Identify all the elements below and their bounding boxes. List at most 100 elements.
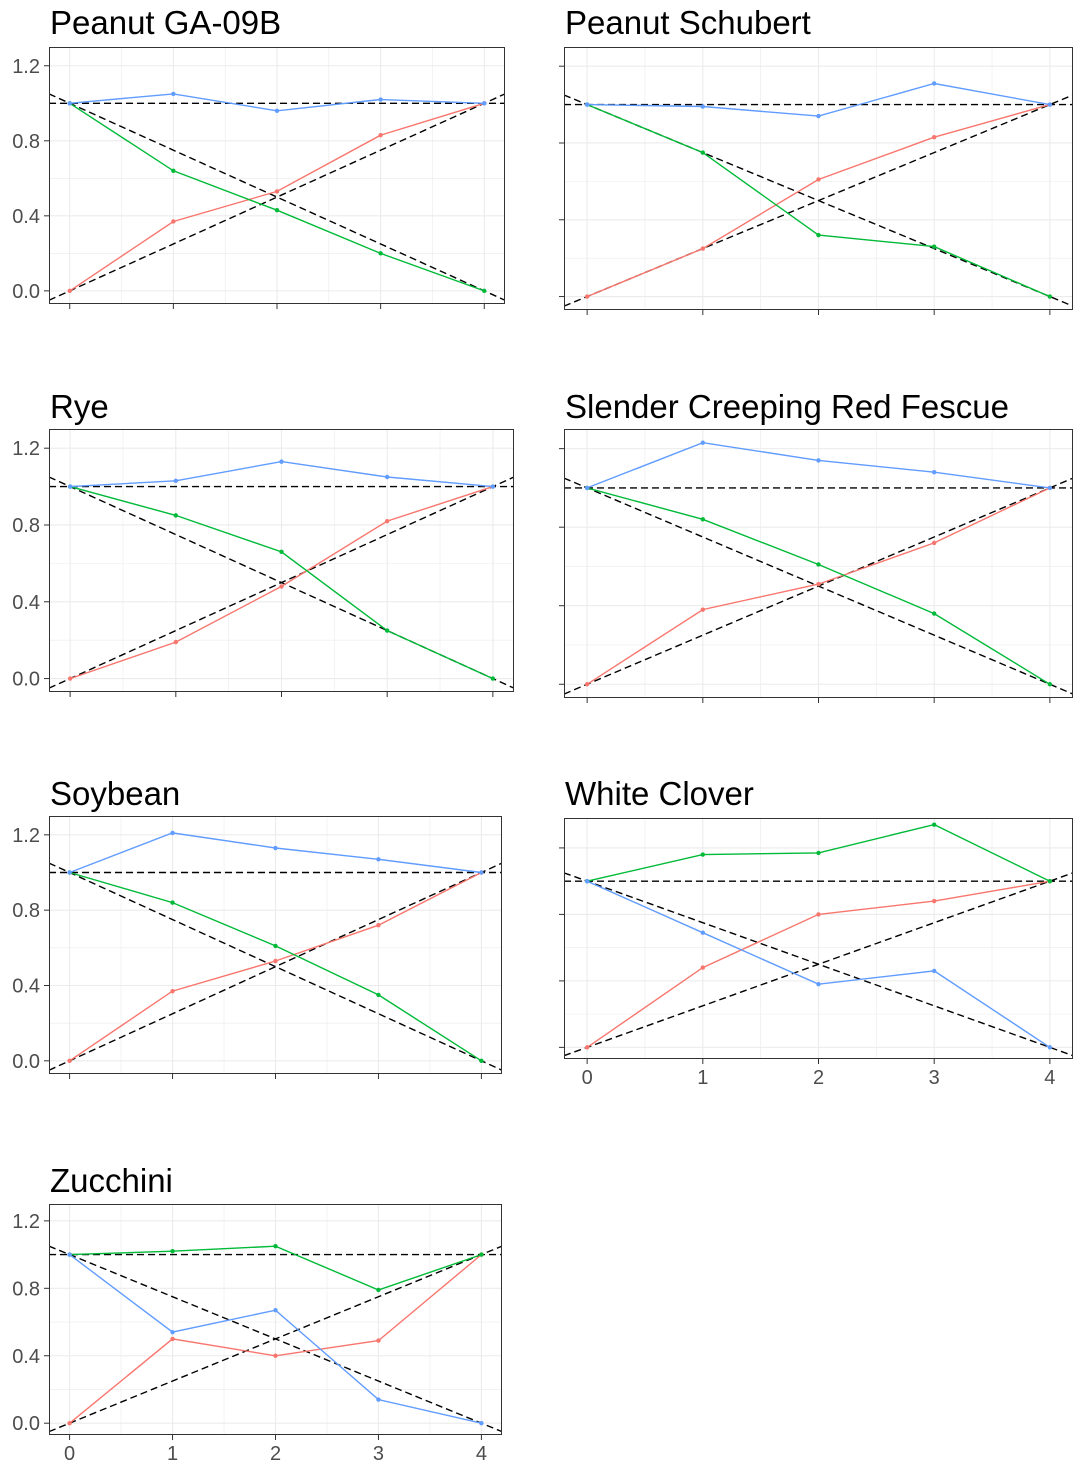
reference-decreasing xyxy=(49,476,514,689)
data-point xyxy=(378,251,383,256)
data-point xyxy=(274,208,280,213)
data-point xyxy=(274,189,280,194)
data-point xyxy=(816,113,821,119)
data-point xyxy=(170,1329,175,1335)
data-point xyxy=(700,150,706,155)
grid xyxy=(564,818,1073,1059)
data-point xyxy=(67,1058,72,1064)
x-tick-label: 4 xyxy=(476,1443,487,1462)
panel-title: Peanut GA-09B xyxy=(50,4,282,41)
data-point xyxy=(170,988,175,994)
data-point xyxy=(816,562,821,567)
grid xyxy=(49,429,514,692)
series-red xyxy=(584,485,1053,687)
x-tick-label: 1 xyxy=(167,1443,178,1462)
reference-lines xyxy=(49,93,505,301)
data-point xyxy=(384,474,390,480)
data-point xyxy=(479,870,484,875)
panel-title: Soybean xyxy=(50,775,181,812)
data-point xyxy=(173,639,179,645)
x-tick-label: 2 xyxy=(270,1443,281,1462)
y-tick-label: 1.2 xyxy=(12,438,40,460)
data-point xyxy=(376,1287,381,1293)
data-point xyxy=(700,440,706,445)
data-point xyxy=(173,478,179,484)
data-point xyxy=(171,168,176,174)
data-point xyxy=(67,1420,72,1426)
data-point xyxy=(700,930,706,935)
data-point xyxy=(67,870,72,875)
x-tick-label: 0 xyxy=(582,1067,593,1089)
data-point xyxy=(273,1308,278,1313)
plot-area: 0 1 2 3 4 xyxy=(559,818,1073,1089)
reference-decreasing xyxy=(49,862,502,1071)
data-point xyxy=(584,294,590,299)
panel-title: Peanut Schubert xyxy=(565,4,811,41)
data-point xyxy=(378,97,383,102)
data-point xyxy=(931,968,937,974)
grid xyxy=(49,1204,502,1435)
y-tick-label: 0.4 xyxy=(12,1346,40,1368)
data-point xyxy=(931,611,937,616)
plot-frame xyxy=(49,47,505,304)
y-tick-label: 1.2 xyxy=(12,1211,40,1233)
data-point xyxy=(273,1243,278,1249)
series-blue xyxy=(584,440,1053,491)
plot-area: 0.0 0.4 0.8 1.2 xyxy=(12,47,505,309)
y-tick-label: 1.2 xyxy=(12,56,40,78)
data-point xyxy=(816,232,821,238)
x-tick-label: 3 xyxy=(929,1067,940,1089)
data-point xyxy=(931,469,937,475)
x-tick-label: 0 xyxy=(64,1443,75,1462)
data-point xyxy=(384,628,390,633)
y-tick-label: 0.4 xyxy=(12,592,40,614)
reference-lines xyxy=(564,872,1073,1057)
x-tick-label: 3 xyxy=(373,1443,384,1462)
data-point xyxy=(376,923,381,928)
data-point xyxy=(931,135,937,140)
y-tick-label: 0.0 xyxy=(12,1051,40,1073)
series-green xyxy=(67,484,496,681)
panel-title: Slender Creeping Red Fescue xyxy=(565,388,1009,425)
data-point xyxy=(931,898,937,904)
data-point xyxy=(67,484,73,489)
data-point xyxy=(273,845,278,851)
data-point xyxy=(67,1252,72,1257)
plot-area xyxy=(559,429,1073,703)
y-tick-label: 0.4 xyxy=(12,206,40,228)
data-point xyxy=(67,288,72,294)
data-point xyxy=(376,992,381,998)
data-point xyxy=(816,982,821,987)
data-point xyxy=(700,104,706,109)
y-tick-label: 1.2 xyxy=(12,825,40,847)
reference-decreasing xyxy=(49,93,505,301)
y-tick-label: 0.0 xyxy=(12,1413,40,1435)
data-point xyxy=(273,1353,278,1358)
y-tick-label: 0.8 xyxy=(12,1278,40,1300)
data-point xyxy=(67,101,72,106)
reference-decreasing xyxy=(49,1245,502,1433)
data-point xyxy=(171,91,176,97)
data-point xyxy=(816,177,821,182)
data-point xyxy=(279,549,284,555)
data-point xyxy=(1047,294,1053,299)
y-tick-label: 0.8 xyxy=(12,900,40,922)
x-tick-label: 2 xyxy=(813,1067,824,1089)
data-point xyxy=(816,850,821,856)
data-point xyxy=(171,219,176,224)
y-tick-label: 0.0 xyxy=(12,281,40,303)
series-blue xyxy=(67,91,487,113)
series-blue xyxy=(67,459,496,489)
data-point xyxy=(931,822,937,827)
data-point xyxy=(584,1045,590,1050)
y-tick-label: 0.8 xyxy=(12,515,40,537)
data-point xyxy=(816,581,821,587)
data-point xyxy=(170,830,175,836)
data-point xyxy=(490,484,496,489)
y-tick-label: 0.0 xyxy=(12,669,40,691)
reference-lines xyxy=(49,476,514,689)
data-point xyxy=(816,458,821,463)
data-point xyxy=(479,1252,484,1257)
data-point xyxy=(376,1338,381,1343)
data-point xyxy=(378,132,383,138)
